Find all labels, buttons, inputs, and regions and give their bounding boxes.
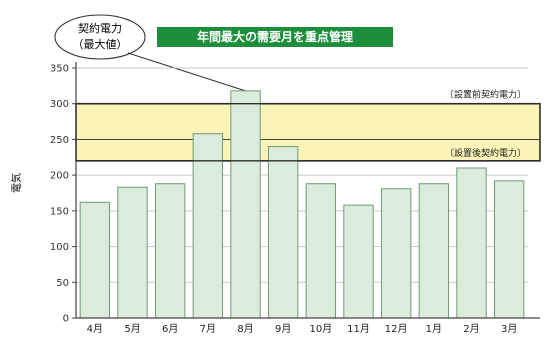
x-tick-label: 9月: [275, 323, 291, 335]
y-axis-label: 電気: [10, 173, 23, 193]
bar-5月: [117, 186, 148, 319]
callout-bubble: 契約電力 （最大値）: [54, 14, 246, 92]
x-tick-label: 6月: [162, 323, 178, 335]
bar-8月: [230, 90, 261, 319]
band-before-label: 〔設置前契約電力〕: [445, 89, 526, 101]
bar-1月: [418, 183, 450, 319]
bar-6月: [154, 183, 186, 319]
band-after-label: 〔設置後契約電力〕: [445, 147, 526, 159]
bar-4月: [79, 201, 111, 319]
bar-10月: [305, 183, 337, 319]
bar-9月: [267, 146, 299, 319]
chart-title: 年間最大の需要月を重点管理: [197, 29, 353, 44]
callout-line-1: 契約電力: [78, 21, 122, 35]
bar-3月: [493, 180, 525, 319]
y-tick-label: 100: [50, 242, 69, 253]
y-tick-label: 250: [50, 135, 69, 146]
x-tick-label: 10月: [309, 323, 332, 335]
bar-2月: [456, 167, 487, 319]
bar-11月: [343, 204, 374, 319]
y-tick-label: 200: [50, 171, 69, 182]
x-tick-label: 3月: [501, 323, 517, 335]
x-tick-label: 7月: [200, 323, 216, 335]
x-tick-label: 1月: [426, 323, 442, 335]
y-tick-label: 350: [50, 64, 69, 75]
bar-7月: [192, 133, 224, 319]
x-tick-label: 8月: [237, 323, 253, 335]
x-tick-label: 12月: [385, 323, 408, 335]
x-tick-label: 11月: [347, 323, 370, 335]
x-tick-label: 2月: [463, 323, 479, 335]
callout-line-2: （最大値）: [73, 37, 128, 51]
title-badge: 年間最大の需要月を重点管理: [157, 27, 393, 47]
y-tick-label: 50: [56, 278, 69, 289]
y-tick-label: 150: [50, 206, 69, 217]
bar-12月: [380, 188, 412, 319]
contract-power-band: [75, 102, 541, 162]
y-tick-label: 300: [50, 99, 69, 110]
y-tick-label: 0: [63, 314, 69, 325]
x-tick-label: 5月: [124, 323, 140, 335]
x-tick-label: 4月: [87, 323, 103, 335]
